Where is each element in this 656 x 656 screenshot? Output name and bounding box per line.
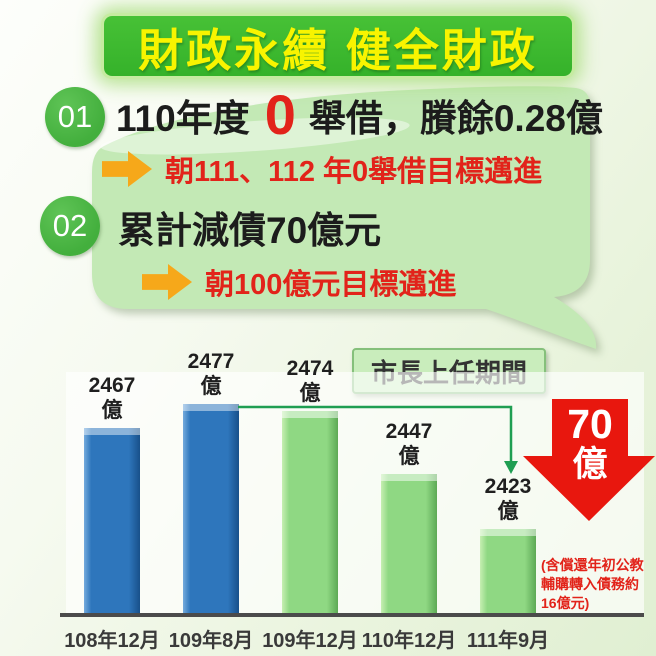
page-title: 財政永續 健全財政 <box>138 24 538 76</box>
bar-109年8月 <box>183 404 239 615</box>
point-1-highlight-zero: 0 <box>264 83 296 147</box>
x-axis-label: 110年12月 <box>361 630 457 652</box>
point-2-goal-row: 朝100億元目標邁進 <box>142 261 456 303</box>
title-banner: 財政永續 健全財政 <box>104 16 572 76</box>
point-1-prefix: 110年度 <box>116 98 250 139</box>
chart-plot-area <box>66 372 644 615</box>
bar-value-label: 2447 億 <box>385 420 433 468</box>
point-1-number-badge: 01 <box>45 87 105 147</box>
point-1-headline: 110年度 0 舉借，賸餘0.28億 <box>116 86 603 144</box>
point-2-goal-text: 朝100億元目標邁進 <box>205 269 457 301</box>
drop-value: 70 <box>567 401 613 447</box>
bar-110年12月 <box>381 474 437 615</box>
x-axis-label: 111年9月 <box>466 630 550 652</box>
point-2-number: 02 <box>52 208 88 243</box>
x-axis-label: 109年8月 <box>168 630 254 652</box>
bar-value-label: 2467 億 <box>88 374 136 422</box>
bar-value-label: 2474 億 <box>286 357 334 405</box>
point-2-text: 累計減債70億元 <box>118 210 382 251</box>
point-1-suffix: 舉借，賸餘0.28億 <box>308 98 603 139</box>
down-arrow-icon <box>523 399 655 521</box>
x-axis-line <box>60 613 644 617</box>
point-1-goal-row: 朝111、112 年0舉借目標邁進 <box>102 148 542 190</box>
point-1-number: 01 <box>57 99 93 134</box>
point-1-goal-text: 朝111、112 年0舉借目標邁進 <box>165 156 543 188</box>
bar-value-label: 2423 億 <box>484 475 532 523</box>
point-2-number-badge: 02 <box>40 196 100 256</box>
connector-line <box>238 405 513 462</box>
x-axis-label: 109年12月 <box>262 630 358 652</box>
footnote-text: (含償還年初公教輔購轉入債務約16億元) <box>541 557 644 611</box>
point-2-headline: 累計減債70億元 <box>118 202 381 252</box>
drop-unit: 億 <box>572 445 608 484</box>
speech-bubble-shape <box>92 86 597 350</box>
connector-arrowhead-icon <box>504 461 518 474</box>
bar-value-label: 2477 億 <box>187 350 235 398</box>
debt-drop-text: 70 億 <box>552 401 628 484</box>
bubble-highlight <box>100 117 410 155</box>
bar-111年9月 <box>480 529 536 615</box>
x-axis-label: 108年12月 <box>64 630 160 652</box>
bar-109年12月 <box>282 411 338 615</box>
bar-108年12月 <box>84 428 140 615</box>
